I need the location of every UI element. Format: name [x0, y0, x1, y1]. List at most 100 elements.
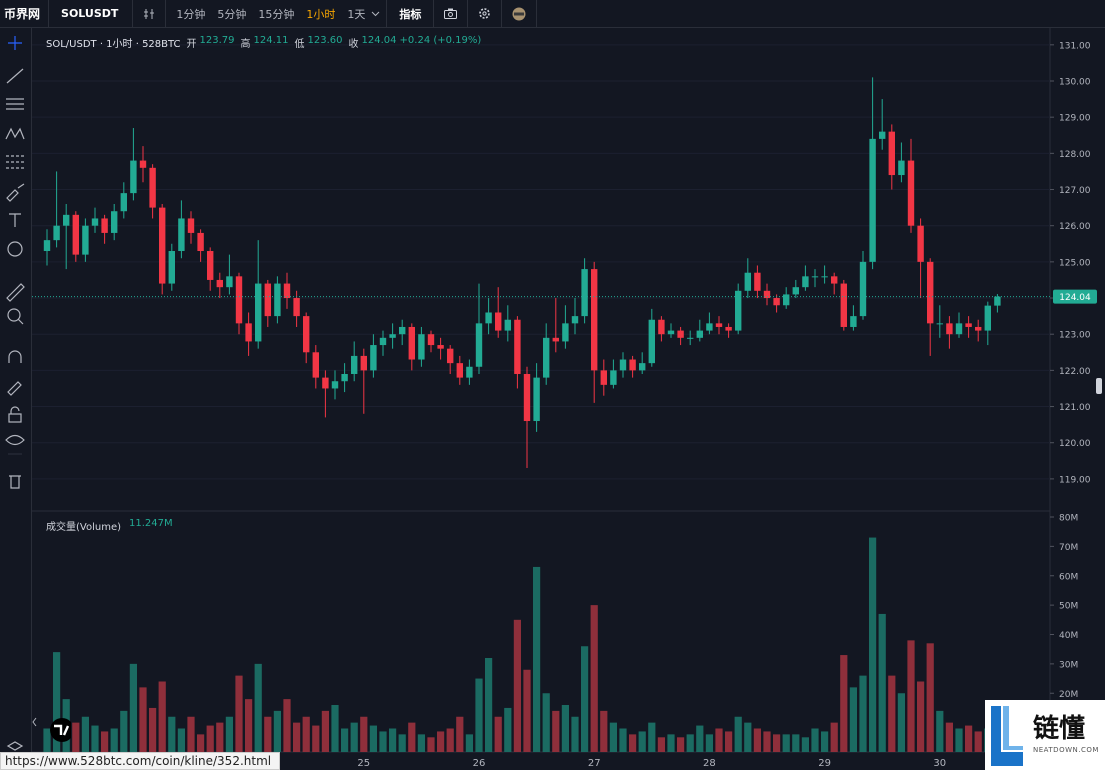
volume-bar — [485, 658, 493, 752]
candle-body — [351, 355, 358, 374]
volume-bar — [216, 722, 224, 752]
camera-icon[interactable] — [434, 8, 467, 19]
symbol-title: SOL/USDT · 1小时 · 528BTC — [46, 39, 181, 50]
candle-body — [43, 240, 51, 252]
volume-legend: 成交量(Volume) 11.247M — [46, 518, 173, 533]
chevron[interactable] — [371, 11, 386, 17]
watermark-site: NEATDOWN.COM — [1033, 746, 1099, 754]
candle-body — [571, 316, 579, 324]
candle-body — [322, 377, 329, 389]
candle-body — [629, 359, 636, 371]
volume-bar — [158, 681, 166, 752]
x-tick-label: 28 — [703, 758, 716, 769]
volume-title: 成交量(Volume) — [46, 522, 121, 533]
volume-bar — [149, 707, 157, 752]
volume-bar — [619, 728, 627, 752]
settings-icon[interactable] — [468, 7, 501, 20]
volume-bar — [302, 716, 310, 752]
indicators-button[interactable]: 指标 — [399, 7, 422, 21]
avatar-icon[interactable] — [502, 7, 536, 21]
candle-body — [331, 381, 339, 389]
fib-tool[interactable] — [6, 98, 24, 110]
volume-bar — [609, 722, 617, 752]
y-tick-label: 125.00 — [1059, 258, 1091, 268]
candle-body — [111, 211, 118, 233]
volume-bar — [360, 716, 368, 752]
candle-body — [504, 319, 511, 331]
volume-bar — [888, 675, 896, 752]
candle-body — [850, 316, 857, 327]
volume-bar — [437, 731, 445, 752]
candle-body — [427, 334, 435, 346]
interval-button[interactable]: 1分钟 — [176, 7, 206, 21]
brush-tool[interactable] — [6, 183, 25, 202]
emoji-tool[interactable] — [7, 241, 23, 257]
volume-bar — [197, 734, 205, 752]
candle-body — [120, 193, 127, 212]
candle-body — [907, 160, 915, 226]
candle-body — [82, 225, 89, 255]
candle-body — [965, 323, 972, 327]
candle-body — [235, 276, 243, 324]
volume-bar — [120, 710, 128, 752]
lock-tool[interactable] — [8, 413, 22, 423]
symbol[interactable]: SOLUSDT — [61, 7, 119, 20]
x-tick-label: 29 — [818, 758, 831, 769]
watermark: 链懂 NEATDOWN.COM — [985, 700, 1105, 770]
candle-body — [418, 334, 425, 360]
volume-bar — [657, 737, 665, 752]
volume-bar — [686, 734, 694, 752]
interval-button[interactable]: 15分钟 — [258, 7, 295, 21]
candle-body — [687, 337, 694, 339]
y-tick-label: 122.00 — [1059, 367, 1091, 377]
candle-body — [619, 359, 627, 371]
interval-button[interactable]: 1天 — [347, 7, 366, 21]
candle-body — [370, 345, 377, 371]
text-tool[interactable] — [9, 213, 21, 227]
candle-body — [207, 251, 214, 280]
candle-body — [821, 276, 828, 278]
x-tick-label: 27 — [588, 758, 601, 769]
layers-tool[interactable] — [6, 741, 24, 751]
candle-body — [245, 323, 252, 342]
volume-bar — [926, 643, 934, 752]
candle-body — [379, 337, 387, 346]
visibility-tool[interactable] — [5, 434, 25, 446]
scroll-handle[interactable] — [1096, 378, 1102, 394]
magnet-tool[interactable] — [8, 350, 22, 363]
volume-bar — [427, 737, 435, 752]
volume-bar — [456, 716, 464, 752]
interval-button[interactable]: 5分钟 — [217, 7, 247, 21]
pattern-tool[interactable] — [5, 127, 25, 140]
volume-bar — [523, 669, 531, 752]
ruler-tool[interactable] — [6, 283, 25, 302]
candle-body — [735, 290, 742, 331]
candle-body — [226, 276, 233, 288]
volume-bar — [408, 722, 416, 752]
trendline-tool[interactable] — [6, 68, 24, 84]
volume-bar — [648, 722, 656, 752]
candle-body — [840, 283, 847, 327]
projection-tool[interactable] — [6, 155, 24, 169]
zoom-tool[interactable] — [7, 308, 21, 322]
candle-body — [706, 323, 713, 331]
volume-bar — [283, 699, 291, 752]
candle-body — [639, 363, 646, 371]
logo[interactable]: 币界网 — [4, 7, 41, 21]
candle-body — [53, 225, 60, 241]
volume-bar — [965, 725, 973, 752]
delete-tool[interactable] — [9, 475, 21, 489]
lock-drawing-tool[interactable] — [7, 381, 22, 396]
volume-bar — [840, 655, 848, 752]
low-label: 低 — [294, 39, 305, 50]
volume-bar — [945, 722, 953, 752]
compare-icon[interactable] — [133, 8, 165, 20]
interval-button[interactable]: 1小时 — [306, 7, 336, 21]
candle-body — [994, 296, 1001, 306]
volume-bar — [907, 640, 915, 752]
candle-body — [667, 330, 675, 335]
crosshair-tool[interactable] — [8, 36, 22, 50]
y-tick-label: 30M — [1059, 660, 1078, 670]
candle-body — [696, 330, 703, 338]
